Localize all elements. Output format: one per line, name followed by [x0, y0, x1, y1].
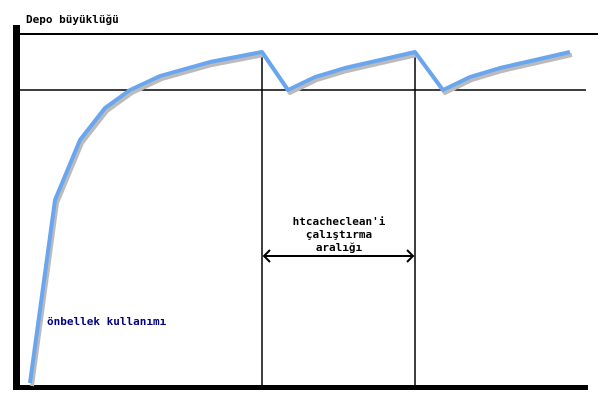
interval-label-line-3: aralığı	[316, 241, 363, 254]
arrow-head-right	[406, 249, 415, 263]
usage-curve	[28, 50, 571, 384]
y-axis-label: Depo büyüklüğü	[26, 13, 119, 26]
interval-label-line-1: htcacheclean'i	[293, 215, 386, 228]
arrow-head-left	[262, 249, 271, 263]
usage-label: önbellek kullanımı	[47, 315, 167, 328]
interval-label-line-2: çalıştırma	[306, 228, 372, 241]
